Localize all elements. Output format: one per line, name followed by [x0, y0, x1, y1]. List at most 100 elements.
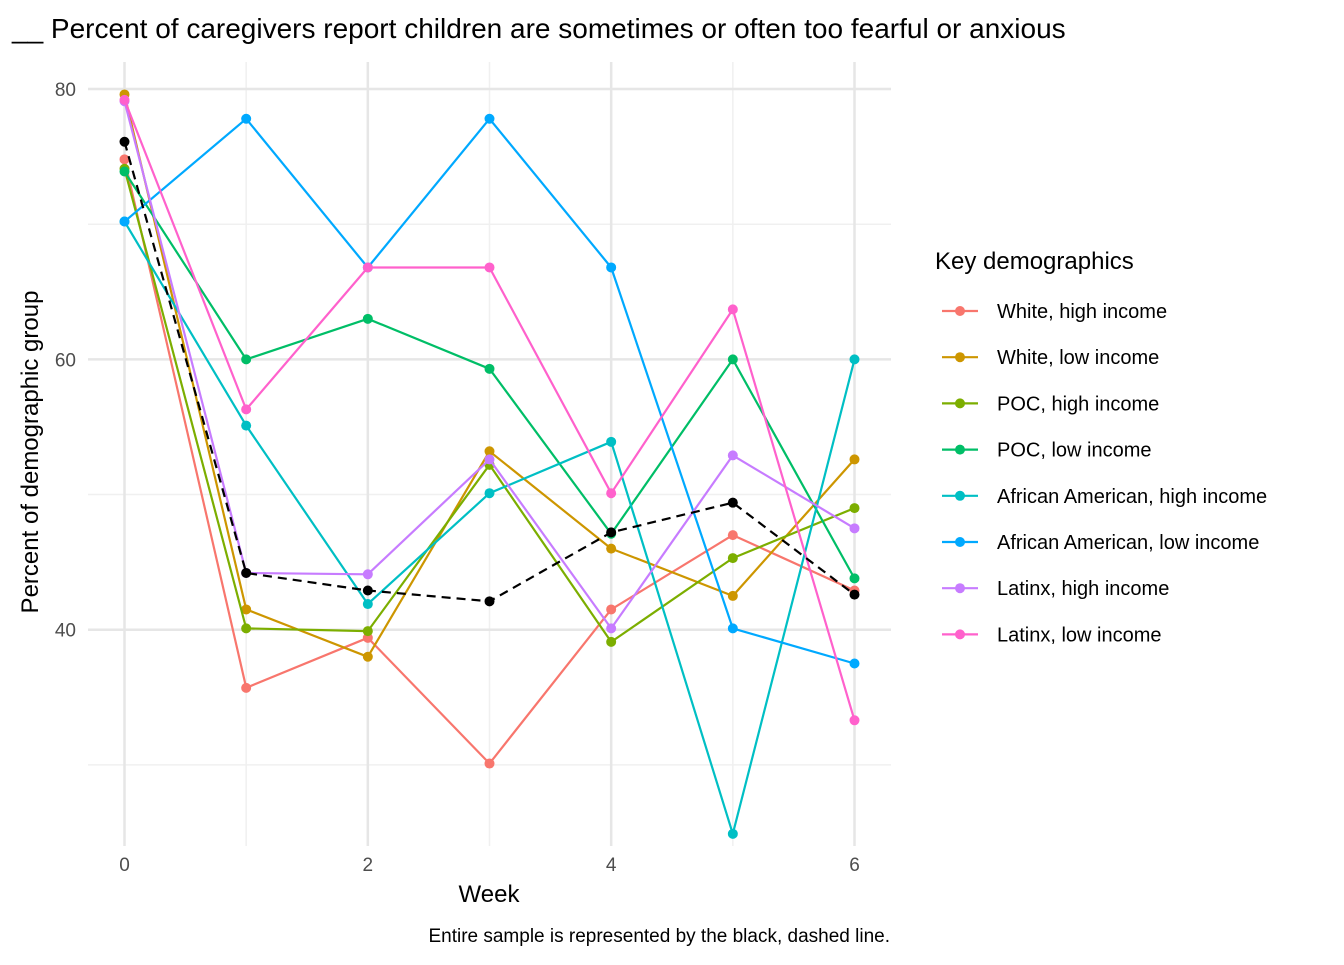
x-axis-label: Week	[459, 881, 521, 908]
legend-label: White, high income	[997, 301, 1167, 323]
overall-point	[119, 136, 130, 147]
legend-label: POC, low income	[997, 440, 1152, 462]
series-1-point	[849, 454, 860, 465]
series-2-point	[362, 626, 373, 637]
series-7-point	[606, 488, 617, 499]
x-tick-label: 4	[606, 855, 617, 876]
series-2-point	[241, 623, 252, 634]
legend-key-point	[955, 490, 965, 501]
series-3-point	[484, 363, 495, 374]
series-7-point	[241, 404, 252, 415]
legend-key-point	[955, 444, 965, 455]
series-0-point	[484, 758, 495, 769]
legend-item: Latinx, low income	[942, 624, 1162, 646]
series-3-point	[362, 313, 373, 324]
series-4-point	[727, 828, 738, 839]
series-0-point	[727, 530, 738, 541]
legend-label: White, low income	[997, 347, 1159, 369]
legend-item: POC, low income	[942, 440, 1152, 462]
y-axis-label: Percent of demographic group	[17, 291, 44, 614]
legend-label: Latinx, low income	[997, 624, 1162, 646]
series-7-point	[362, 262, 373, 273]
series-4-point	[241, 420, 252, 431]
y-tick-label: 80	[55, 80, 76, 101]
series-1-point	[362, 651, 373, 662]
y-axis-ticks: 40 60 80	[55, 80, 76, 642]
legend-key-point	[955, 398, 965, 409]
chart-caption: Entire sample is represented by the blac…	[428, 926, 890, 947]
series-0-point	[119, 154, 130, 165]
series-6-point	[484, 454, 495, 465]
series-0-point	[241, 682, 252, 693]
series-7-series	[119, 94, 860, 726]
legend-item: African American, high income	[942, 486, 1267, 508]
series-1-point	[241, 604, 252, 615]
series-7-point	[119, 94, 130, 105]
series-5-point	[484, 113, 495, 124]
x-tick-label: 2	[363, 855, 374, 876]
overall-series	[119, 136, 860, 607]
series-5-point	[606, 262, 617, 273]
series-3-point	[241, 354, 252, 365]
series-6-point	[727, 450, 738, 461]
legend-key-point	[955, 537, 965, 547]
legend-label: African American, high income	[997, 486, 1267, 508]
series-6-point	[606, 623, 617, 634]
series-1-point	[484, 446, 495, 457]
series-3-point	[849, 573, 860, 584]
legend-label: Latinx, high income	[997, 578, 1169, 600]
legend-label: African American, low income	[997, 532, 1259, 554]
series-1-point	[606, 543, 617, 554]
series-7-point	[849, 715, 860, 726]
x-axis-ticks: 0 2 4 6	[119, 855, 860, 876]
series-5-point	[727, 623, 738, 634]
series-2-point	[849, 503, 860, 514]
legend: Key demographics White, high incomeWhite…	[935, 248, 1267, 646]
y-tick-label: 40	[55, 621, 76, 642]
x-tick-label: 0	[119, 855, 130, 876]
series-4-point	[849, 354, 860, 365]
overall-point	[362, 585, 373, 596]
overall-point	[727, 497, 738, 508]
y-tick-label: 60	[55, 350, 76, 371]
overall-point	[484, 596, 495, 607]
series-3-point	[119, 166, 130, 177]
legend-item: POC, high income	[942, 393, 1159, 415]
series-4-point	[606, 436, 617, 447]
legend-key-point	[955, 583, 965, 594]
overall-point	[606, 527, 617, 538]
legend-item: Latinx, high income	[942, 578, 1169, 600]
legend-item: African American, low income	[942, 532, 1259, 554]
series-2-point	[727, 553, 738, 564]
legend-item: White, low income	[942, 347, 1159, 369]
series-5-series	[119, 113, 860, 669]
series-1-point	[727, 590, 738, 601]
legend-label: POC, high income	[997, 393, 1159, 415]
x-tick-label: 6	[849, 855, 860, 876]
series-3-point	[727, 354, 738, 365]
series-5-point	[849, 658, 860, 669]
series-7-point	[484, 262, 495, 273]
series-5-point	[119, 216, 130, 227]
overall-point	[241, 567, 252, 578]
series-5-point	[241, 113, 252, 124]
series-6-point	[362, 569, 373, 580]
legend-key-point	[955, 352, 965, 363]
legend-key-point	[955, 306, 965, 316]
series-layer	[119, 89, 860, 839]
legend-items: White, high income White, low income POC, …	[942, 301, 1267, 646]
series-2-point	[606, 636, 617, 647]
overall-point	[849, 589, 860, 600]
legend-key-point	[955, 629, 965, 640]
series-6-point	[849, 523, 860, 534]
series-7-point	[727, 304, 738, 315]
series-1-series	[119, 89, 860, 662]
series-4-point	[362, 599, 373, 610]
legend-item: White, high income	[942, 301, 1167, 323]
chart-title: __ Percent of caregivers report children…	[11, 13, 1066, 44]
legend-title: Key demographics	[935, 248, 1134, 275]
series-4-point	[484, 488, 495, 499]
series-0-point	[606, 604, 617, 615]
